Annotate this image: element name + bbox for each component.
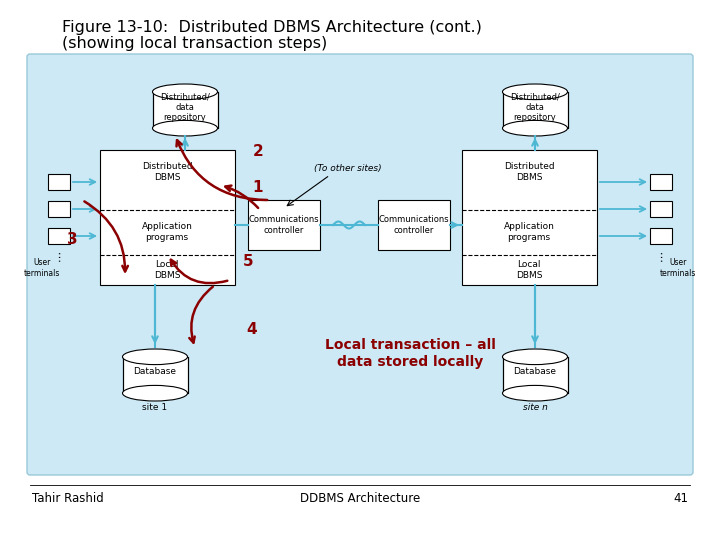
Text: 1: 1 — [253, 180, 264, 195]
Text: DDBMS Architecture: DDBMS Architecture — [300, 491, 420, 504]
Text: Application
programs: Application programs — [503, 222, 554, 242]
Ellipse shape — [503, 120, 567, 136]
Bar — [650, 228, 672, 244]
Ellipse shape — [122, 349, 187, 365]
Text: Distributed
DBMS: Distributed DBMS — [142, 163, 192, 181]
Bar — [100, 150, 235, 285]
Bar — [650, 201, 672, 217]
Ellipse shape — [503, 84, 567, 99]
Text: site n: site n — [523, 403, 547, 413]
Text: Figure 13-10:  Distributed DBMS Architecture (cont.): Figure 13-10: Distributed DBMS Architect… — [62, 20, 482, 35]
Text: data stored locally: data stored locally — [337, 355, 483, 369]
Text: Communications
controller: Communications controller — [379, 215, 449, 235]
Text: Database: Database — [133, 367, 176, 375]
Text: 5: 5 — [243, 254, 253, 269]
Text: ⋯: ⋯ — [54, 249, 64, 261]
Bar — [650, 174, 672, 190]
Ellipse shape — [153, 84, 217, 99]
Text: Local transaction – all: Local transaction – all — [325, 338, 495, 352]
Bar — [503, 357, 567, 393]
Text: Distributed/
data
repository: Distributed/ data repository — [160, 92, 210, 122]
Ellipse shape — [503, 349, 567, 365]
Text: Distributed
DBMS: Distributed DBMS — [504, 163, 554, 181]
Text: Local
DBMS: Local DBMS — [154, 260, 180, 280]
Text: Tahir Rashid: Tahir Rashid — [32, 491, 104, 504]
Bar — [248, 200, 320, 250]
Text: User
terminals: User terminals — [24, 258, 60, 278]
Text: site 1: site 1 — [143, 403, 168, 413]
Text: Distributed/
data
repository: Distributed/ data repository — [510, 92, 560, 122]
Text: 4: 4 — [247, 322, 257, 338]
Bar — [122, 357, 187, 393]
Ellipse shape — [122, 386, 187, 401]
Text: 41: 41 — [673, 491, 688, 504]
FancyBboxPatch shape — [27, 54, 693, 475]
Bar — [462, 150, 597, 285]
Text: 3: 3 — [67, 233, 77, 247]
Text: 2: 2 — [253, 145, 264, 159]
Text: Application
programs: Application programs — [142, 222, 192, 242]
Bar — [378, 200, 450, 250]
Text: Local
DBMS: Local DBMS — [516, 260, 542, 280]
Bar — [48, 201, 70, 217]
Text: Database: Database — [513, 367, 557, 375]
Text: ⋯: ⋯ — [656, 249, 666, 261]
Bar — [503, 92, 567, 128]
Text: Communications
controller: Communications controller — [248, 215, 319, 235]
Text: User
terminals: User terminals — [660, 258, 696, 278]
Text: (To other sites): (To other sites) — [314, 164, 382, 172]
Bar — [48, 228, 70, 244]
Ellipse shape — [153, 120, 217, 136]
Bar — [48, 174, 70, 190]
Text: (showing local transaction steps): (showing local transaction steps) — [62, 36, 328, 51]
Ellipse shape — [503, 386, 567, 401]
Bar — [153, 92, 217, 128]
